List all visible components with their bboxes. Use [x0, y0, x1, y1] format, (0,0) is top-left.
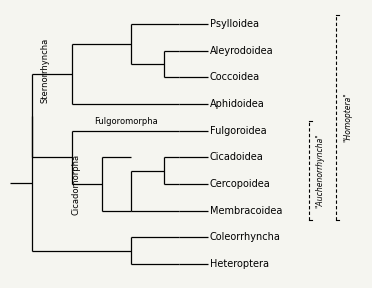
Text: Coleorrhyncha: Coleorrhyncha: [210, 232, 281, 242]
Text: Aphidoidea: Aphidoidea: [210, 99, 264, 109]
Text: Membracoidea: Membracoidea: [210, 206, 282, 216]
Text: Psylloidea: Psylloidea: [210, 19, 259, 29]
Text: Heteroptera: Heteroptera: [210, 259, 269, 269]
Text: Cicadomorpha: Cicadomorpha: [71, 154, 81, 215]
Text: Sternorrhyncha: Sternorrhyncha: [41, 38, 49, 103]
Text: Coccoidea: Coccoidea: [210, 72, 260, 82]
Text: Fulgoroidea: Fulgoroidea: [210, 126, 266, 136]
Text: Cicadoidea: Cicadoidea: [210, 152, 264, 162]
Text: Cercopoidea: Cercopoidea: [210, 179, 270, 189]
Text: Aleyrodoidea: Aleyrodoidea: [210, 46, 273, 56]
Text: "Auchenorrhyncha": "Auchenorrhyncha": [315, 133, 324, 208]
Text: "Homoptera": "Homoptera": [343, 92, 352, 142]
Text: Fulgoromorpha: Fulgoromorpha: [94, 117, 158, 126]
